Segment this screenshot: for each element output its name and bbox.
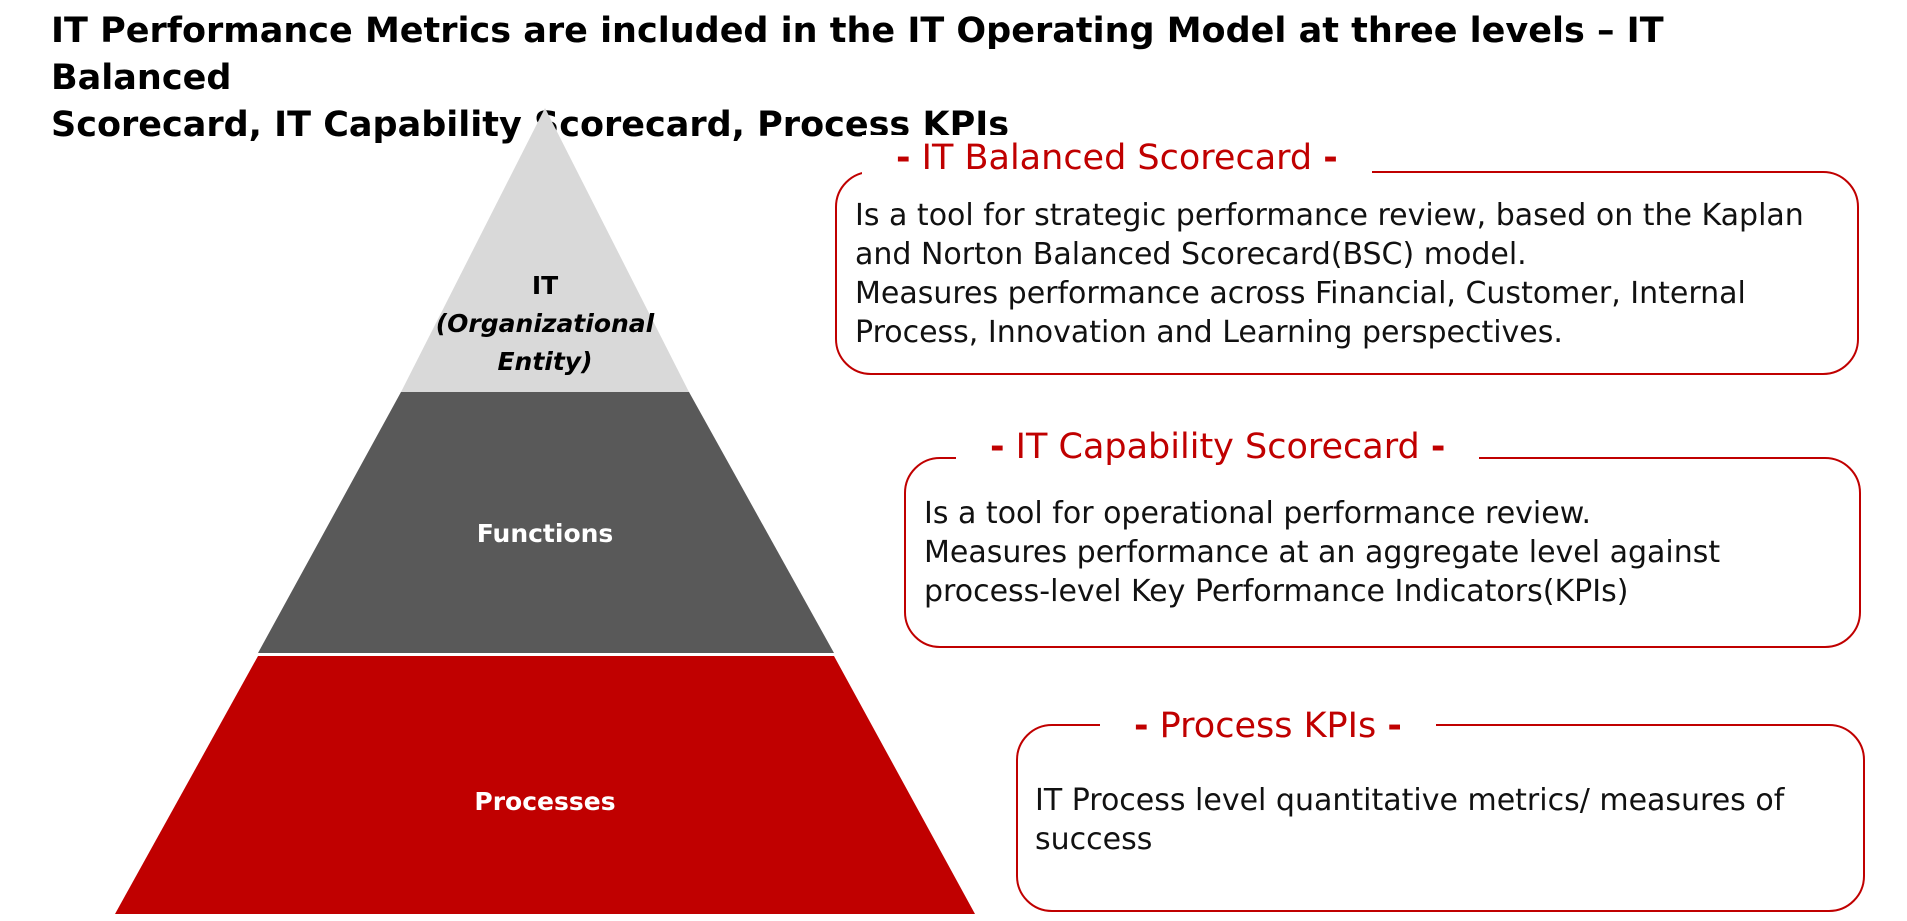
title-dash-right: - [1323,138,1338,178]
pyramid-tier-processes [115,656,975,914]
card-title-it-capability-scorecard: - IT Capability Scorecard - [956,424,1480,470]
card-body-line: process-level Key Performance Indicators… [924,574,1629,609]
pyramid-tier-it [401,108,689,392]
card-body-it-capability-scorecard: Is a tool for operational performance re… [924,494,1720,611]
tier-label-functions-text: Functions [476,519,614,548]
card-heading: IT Capability Scorecard [1015,427,1420,467]
tier-label-it-line-2: (Organizational [435,309,655,338]
card-body-line: and Norton Balanced Scorecard(BSC) model… [855,237,1527,272]
tier-label-it-line-1: IT [531,271,559,300]
tier-label-it: IT (Organizational Entity) [415,267,675,381]
pyramid-tier-functions [258,392,834,653]
tier-label-processes-text: Processes [474,787,616,816]
page-title-line-1: IT Performance Metrics are included in t… [51,11,1664,98]
card-body-line: IT Process level quantitative metrics/ m… [1035,783,1785,818]
card-heading: IT Balanced Scorecard [921,138,1313,178]
page-title: IT Performance Metrics are included in t… [51,8,1851,149]
card-title-process-kpis: - Process KPIs - [1100,703,1436,749]
card-body-line: Measures performance across Financial, C… [855,276,1746,311]
tier-label-functions: Functions [415,515,675,553]
card-heading: Process KPIs [1159,706,1377,746]
title-dash-right: - [1430,427,1446,467]
tier-label-processes: Processes [415,783,675,821]
title-dash-left: - [990,427,1005,467]
card-body-line: Process, Innovation and Learning perspec… [855,315,1563,350]
title-dash-left: - [1134,706,1149,746]
card-body-line: success [1035,822,1153,857]
card-title-it-balanced-scorecard: - IT Balanced Scorecard - [862,135,1372,181]
card-body-line: Is a tool for operational performance re… [924,496,1592,531]
title-dash-right: - [1387,706,1402,746]
card-process-kpis [1016,724,1865,912]
title-dash-left: - [896,138,911,178]
card-body-line: Measures performance at an aggregate lev… [924,535,1721,570]
card-body-line: Is a tool for strategic performance revi… [855,198,1804,233]
tier-label-it-line-3: Entity) [497,347,593,376]
card-body-it-balanced-scorecard: Is a tool for strategic performance revi… [855,196,1804,352]
card-body-process-kpis: IT Process level quantitative metrics/ m… [1035,781,1784,859]
